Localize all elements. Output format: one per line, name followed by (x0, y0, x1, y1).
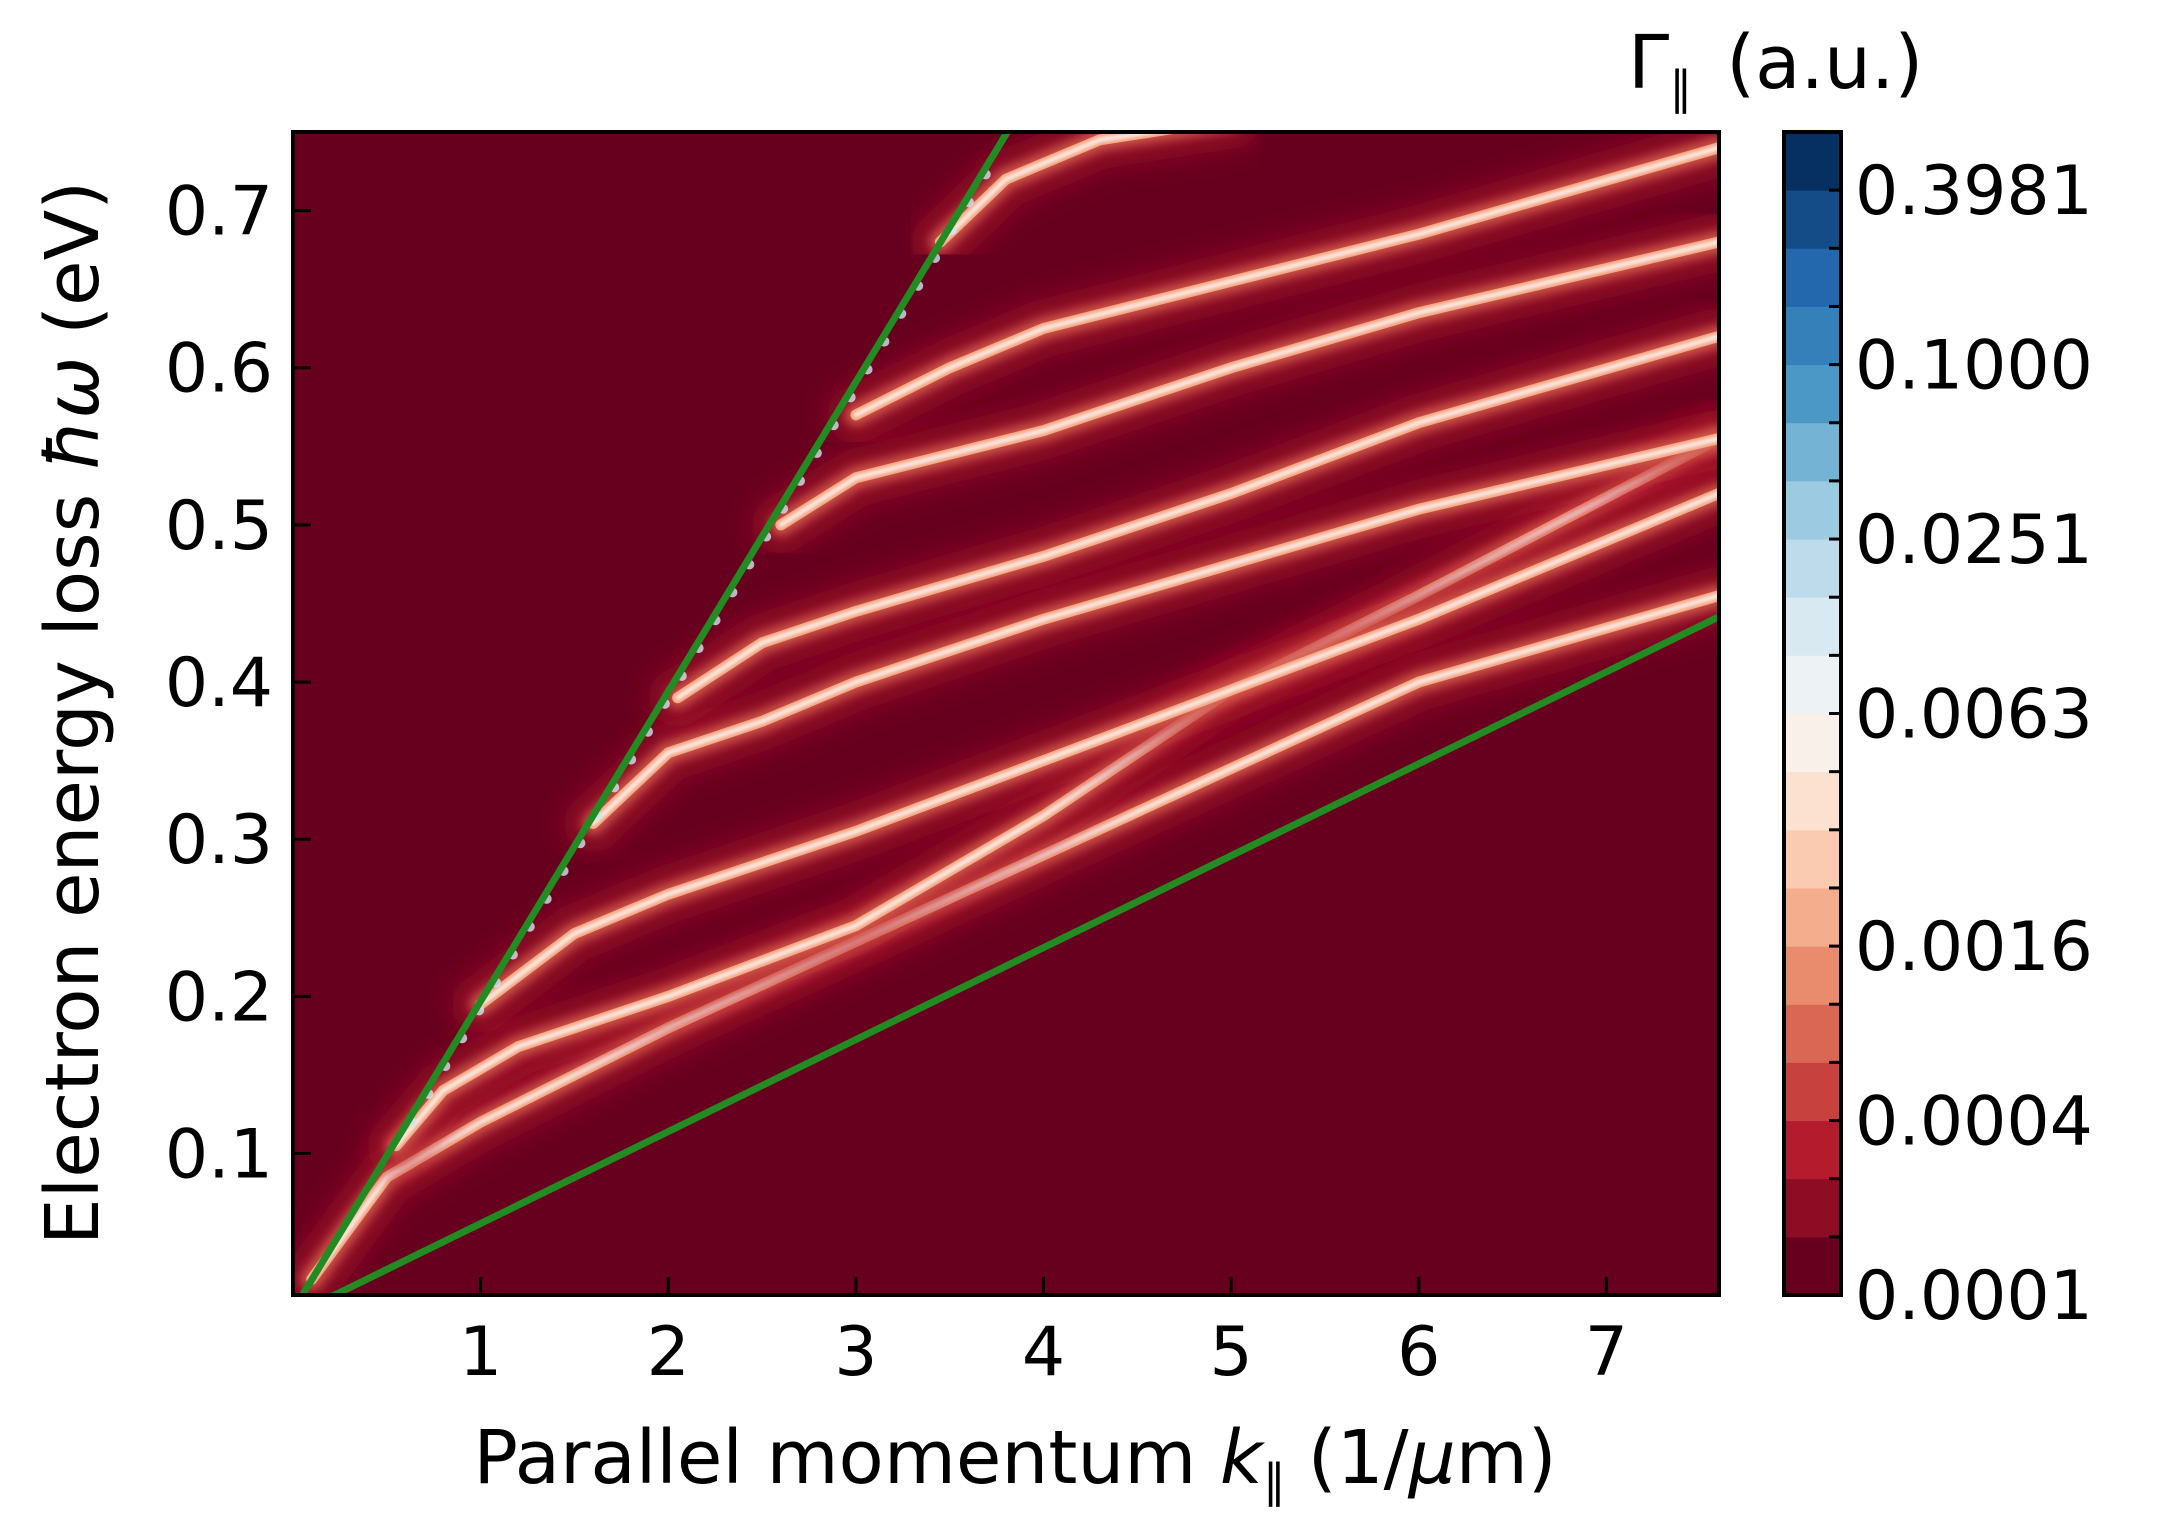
colorbar-segment (1784, 190, 1841, 249)
y-label-unit: (eV) (30, 181, 116, 335)
x-label-sub: ∥ (1263, 1454, 1286, 1508)
plot-frame (291, 130, 1721, 1297)
colorbar-title: Γ∥ (a.u.) (1628, 20, 1923, 115)
y-tick-label: 0.1 (165, 1116, 273, 1195)
mode-band (826, 132, 1719, 444)
colorbar-segment (1784, 1062, 1841, 1122)
x-axis-label: Parallel momentum k∥ (1/μm) (473, 1415, 1556, 1508)
colorbar-segment (1784, 248, 1841, 307)
bound-lines (298, 132, 1719, 1295)
x-tick-label: 1 (459, 1313, 502, 1392)
colorbar-segment (1784, 771, 1841, 831)
mode-band (751, 213, 1719, 554)
y-tick-label: 0.6 (165, 330, 273, 409)
colorbar-tick-label: 0.0004 (1855, 1083, 2093, 1162)
colorbar-segment (1784, 597, 1841, 656)
colorbar-segment (1784, 655, 1841, 714)
colorbar-segment (1784, 1236, 1841, 1296)
colorbar-tick-label: 0.0016 (1855, 908, 2093, 987)
band-core (778, 239, 1719, 528)
mode-bands (293, 132, 1719, 1295)
colorbar-segment (1784, 887, 1841, 947)
x-tick-label: 7 (1585, 1313, 1628, 1392)
colorbar-segment (1784, 422, 1841, 482)
colorbar-segment (1784, 480, 1841, 540)
y-tick-label: 0.2 (165, 958, 273, 1037)
y-label-main: Electron energy loss (30, 470, 116, 1245)
colorbar-segment (1784, 539, 1841, 598)
colorbar-segment (1784, 306, 1841, 366)
colorbar-segment (1784, 829, 1841, 889)
x-tick-label: 5 (1210, 1313, 1253, 1392)
colorbar: 0.0001 0.0004 0.0016 0.0063 0.0251 0.1000 0.39… (1782, 130, 2093, 1336)
x-tick-label: 6 (1397, 1313, 1440, 1392)
colorbar-ticks: 0.0001 0.0004 0.0016 0.0063 0.0251 0.1000 0.39… (1829, 152, 2093, 1336)
band-core (675, 333, 1719, 701)
mode-band (451, 464, 1719, 1034)
y-tick-label: 0.4 (165, 644, 273, 723)
x-axis-ticks: 1 2 3 4 5 6 7 (459, 1277, 1628, 1392)
band-core (937, 132, 1167, 245)
plot-area (291, 130, 1721, 1297)
x-tick-label: 4 (1022, 1313, 1065, 1392)
colorbar-title-sub: ∥ (1669, 61, 1692, 115)
colorbar-segments (1784, 132, 1841, 1296)
colorbar-segment (1784, 132, 1841, 191)
colorbar-segment (1784, 1178, 1841, 1238)
colorbar-title-unit: (a.u.) (1726, 20, 1923, 106)
x-label-var: k (1220, 1415, 1266, 1501)
y-axis-ticks: 0.1 0.2 0.3 0.4 0.5 0.6 0.7 (165, 173, 311, 1195)
y-axis-label: Electron energy loss ħω (eV) (30, 181, 116, 1245)
colorbar-segment (1784, 946, 1841, 1005)
mode-band (564, 409, 1719, 853)
y-label-var: ħω (30, 357, 116, 470)
y-tick-label: 0.5 (165, 487, 273, 566)
colorbar-segment (1784, 364, 1841, 424)
colorbar-segment (1784, 713, 1841, 773)
bound-line-lower (326, 613, 1719, 1295)
x-label-unit2: m) (1456, 1415, 1557, 1501)
colorbar-tick-label: 0.0063 (1855, 676, 2093, 755)
colorbar-tick-label: 0.0251 (1855, 501, 2093, 580)
colorbar-tick-label: 0.1000 (1855, 327, 2093, 406)
colorbar-segment (1784, 1004, 1841, 1063)
bound-line-upper (298, 132, 1012, 1295)
colorbar-title-symbol: Γ (1628, 20, 1669, 106)
x-tick-label: 3 (834, 1313, 877, 1392)
band-core (590, 435, 1719, 827)
colorbar-tick-label: 0.3981 (1855, 152, 2093, 231)
y-tick-label: 0.7 (165, 173, 273, 252)
mode-band (911, 132, 1258, 272)
colorbar-segment (1784, 1120, 1841, 1180)
x-label-mu: μ (1408, 1415, 1456, 1501)
colorbar-tick-label: 0.0001 (1855, 1257, 2093, 1336)
x-label-main: Parallel momentum (473, 1415, 1220, 1501)
band-core (853, 145, 1719, 418)
y-tick-label: 0.3 (165, 801, 273, 880)
mode-band (648, 307, 1719, 727)
x-label-unit: (1/ (1308, 1415, 1409, 1501)
band-core (478, 490, 1719, 1007)
x-tick-label: 2 (647, 1313, 690, 1392)
